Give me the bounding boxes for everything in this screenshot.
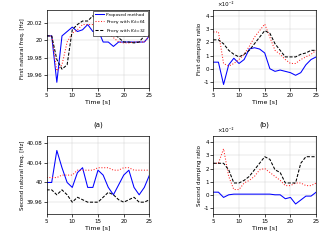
Y-axis label: First natural freq. [Hz]: First natural freq. [Hz] — [20, 19, 24, 79]
Text: ×10⁻²: ×10⁻² — [217, 128, 234, 133]
X-axis label: Time [s]: Time [s] — [85, 99, 111, 104]
Text: (b): (b) — [260, 121, 270, 128]
Y-axis label: First damping ratio: First damping ratio — [196, 23, 202, 75]
Text: (a): (a) — [93, 121, 103, 128]
Y-axis label: Second natural freq. [Hz]: Second natural freq. [Hz] — [20, 140, 24, 210]
Text: ×10⁻²: ×10⁻² — [217, 2, 234, 7]
X-axis label: Time [s]: Time [s] — [252, 225, 277, 230]
Y-axis label: Second damping ratio: Second damping ratio — [196, 145, 202, 206]
Legend: Proposed method, Prony with $K_d$=64, Prony with $K_d$=32: Proposed method, Prony with $K_d$=64, Pr… — [93, 11, 148, 36]
X-axis label: Time [s]: Time [s] — [252, 99, 277, 104]
X-axis label: Time [s]: Time [s] — [85, 225, 111, 230]
